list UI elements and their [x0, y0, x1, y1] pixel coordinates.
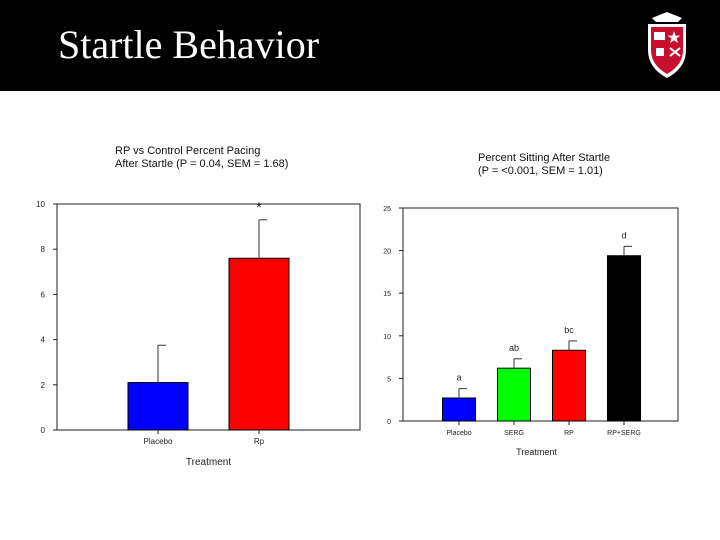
- chart-1-x-tick-label: Rp: [254, 437, 265, 446]
- chart-2-y-tick-label: 20: [383, 249, 391, 256]
- chart-2-significance-label: a: [456, 373, 461, 383]
- university-seal-icon: [648, 12, 686, 78]
- chart-1-significance-label: *: [256, 199, 262, 215]
- chart-1: 0 2 4 6 8 10 Placebo Rp * Treatment: [36, 199, 361, 468]
- chart-2-x-axis-label: Treatment: [516, 447, 557, 457]
- chart-1-y-tick-label: 10: [36, 200, 45, 209]
- chart-1-y-tick-label: 6: [41, 290, 46, 299]
- slide-title: Startle Behavior: [58, 22, 320, 67]
- chart-1-y-tick-label: 0: [41, 426, 46, 435]
- chart-1-x-axis-label: Treatment: [186, 457, 231, 468]
- chart-2-title-line-2: (P = <0.001, SEM = 1.01): [478, 165, 603, 177]
- chart-1-title-line-2: After Startle (P = 0.04, SEM = 1.68): [115, 158, 289, 170]
- chart-2-y-tick-label: 15: [383, 291, 391, 298]
- chart-2: 0 5 10 15 20 25 Placebo a SERG ab RP bc RP+SERG d Trea…: [383, 206, 679, 457]
- chart-2-x-tick-label: Placebo: [446, 430, 471, 437]
- chart-2-y-tick-label: 10: [383, 334, 391, 341]
- chart-2-title-line-1: Percent Sitting After Startle: [478, 152, 611, 164]
- chart-1-y-tick-label: 4: [41, 336, 46, 345]
- chart-2-bar: [607, 255, 641, 422]
- chart-1-y-tick-label: 8: [41, 245, 46, 254]
- chart-2-bar: [442, 397, 476, 422]
- chart-1-x-tick-label: Placebo: [144, 437, 173, 446]
- chart-2-y-tick-label: 25: [383, 206, 391, 213]
- chart-2-x-tick-label: RP+SERG: [607, 430, 641, 437]
- chart-1-title-line-1: RP vs Control Percent Pacing: [115, 145, 261, 157]
- chart-2-y-tick-label: 0: [387, 419, 391, 426]
- chart-2-title: Percent Sitting After Startle (P = <0.00…: [478, 152, 610, 178]
- chart-1-plot-frame: [56, 203, 361, 431]
- chart-1-y-tick-label: 2: [41, 381, 46, 390]
- chart-2-bar: [497, 367, 531, 422]
- chart-2-x-tick-label: SERG: [504, 430, 524, 437]
- chart-2-significance-label: bc: [564, 325, 574, 335]
- chart-2-plot-frame: [402, 207, 679, 422]
- chart-1-bar: [127, 382, 189, 431]
- chart-2-significance-label: d: [621, 230, 626, 240]
- chart-2-significance-label: ab: [509, 343, 519, 353]
- title-bar: Startle Behavior: [0, 0, 720, 91]
- chart-1-title: RP vs Control Percent Pacing After Start…: [115, 145, 288, 171]
- chart-2-bar: [552, 349, 586, 422]
- chart-1-bar: [228, 257, 290, 431]
- chart-2-y-tick-label: 5: [387, 376, 391, 383]
- chart-2-x-tick-label: RP: [564, 430, 574, 437]
